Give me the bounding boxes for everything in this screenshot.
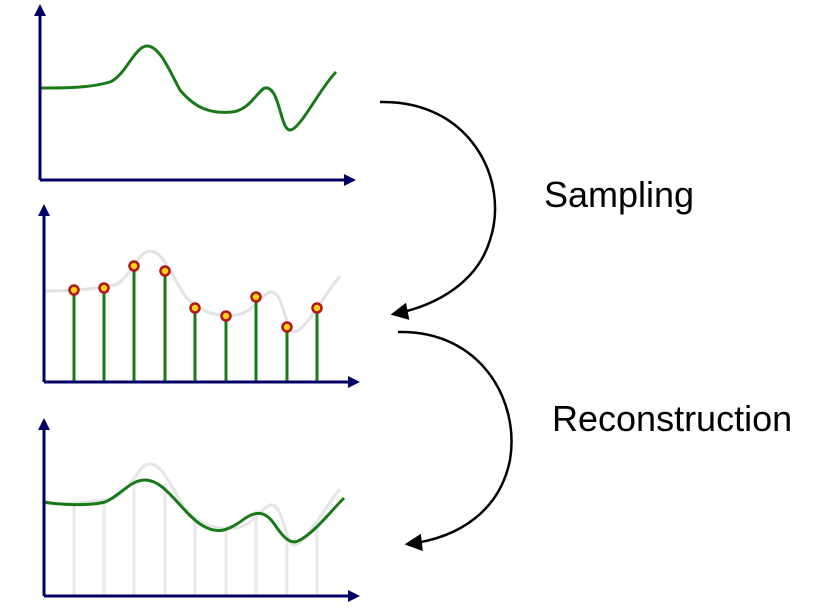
- curved-arrow-icon: [397, 330, 513, 552]
- original-signal-curve: [39, 44, 338, 132]
- sample-point: [189, 302, 201, 314]
- sampling-label: Sampling: [544, 174, 695, 215]
- sample-point: [250, 291, 262, 303]
- panel-original-signal: [34, 3, 356, 186]
- sample-point: [311, 302, 323, 314]
- sample-point: [220, 310, 232, 322]
- panel-sampled-signal: [38, 204, 360, 388]
- faded-signal-curve: [43, 249, 342, 334]
- sample-stems: [72, 266, 319, 381]
- reconstruction-label: Reconstruction: [552, 398, 793, 439]
- sample-points: [68, 260, 323, 333]
- sample-point: [128, 260, 140, 272]
- reconstructed-signal-curve: [43, 478, 346, 544]
- faded-sample-stems: [72, 479, 319, 595]
- panel-reconstructed-signal: [38, 418, 360, 602]
- sample-point: [159, 265, 171, 277]
- axes-panel-1: [34, 3, 356, 186]
- axes-panel-3: [38, 418, 360, 602]
- sample-point: [98, 282, 110, 294]
- sample-point: [68, 284, 80, 296]
- sample-point: [281, 321, 293, 333]
- faded-original-curve: [43, 462, 342, 547]
- curved-arrow-icon: [379, 100, 497, 320]
- axes-panel-2: [38, 204, 360, 388]
